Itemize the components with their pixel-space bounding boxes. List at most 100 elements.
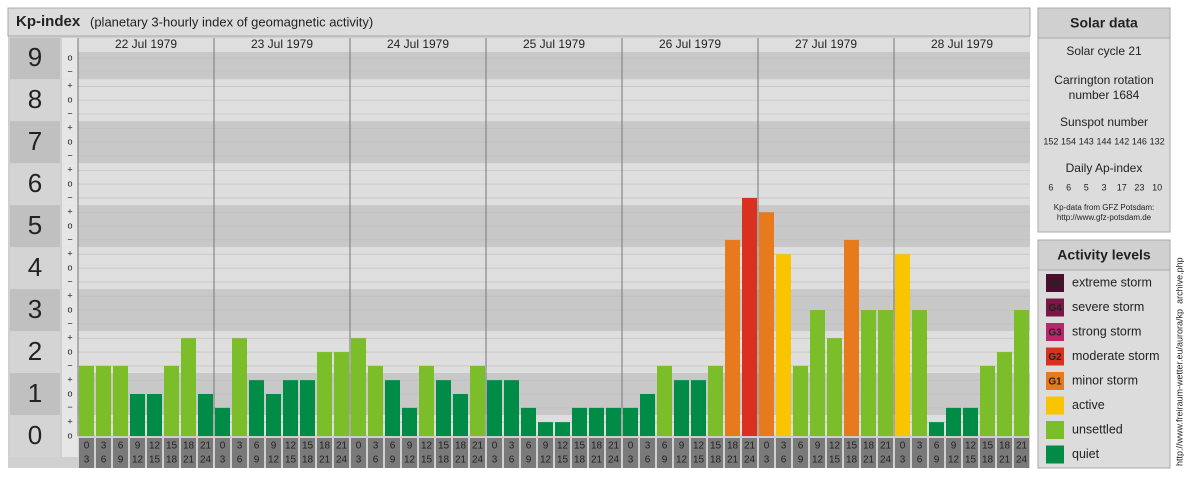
legend-swatch	[1046, 445, 1064, 464]
x-tick-label: 6	[101, 455, 107, 466]
bar	[79, 365, 94, 436]
bar	[232, 338, 247, 436]
bar	[929, 422, 944, 436]
x-tick-label: 3	[900, 455, 906, 466]
x-tick-label: 9	[798, 455, 804, 466]
slot-box	[674, 438, 689, 468]
x-tick-label: 21	[608, 441, 620, 452]
minor-tick-label: −	[67, 360, 72, 370]
bar	[504, 380, 519, 436]
slot-box	[980, 438, 995, 468]
x-tick-label: 18	[438, 455, 450, 466]
carrington: number 1684	[1069, 88, 1140, 102]
slot-box	[113, 438, 128, 468]
x-tick-label: 6	[781, 455, 787, 466]
y-tick-label: 9	[28, 42, 42, 72]
y-tick-label: 1	[28, 378, 42, 408]
x-tick-label: 21	[183, 455, 195, 466]
slot-box	[759, 438, 774, 468]
day-label: 25 Jul 1979	[523, 37, 585, 51]
minor-tick-label: −	[67, 318, 72, 328]
slot-box	[487, 438, 502, 468]
bar	[878, 310, 893, 436]
slot-box	[79, 438, 94, 468]
x-tick-label: 3	[101, 441, 107, 452]
ap-values: 10	[1152, 182, 1162, 192]
x-tick-label: 15	[982, 441, 994, 452]
x-tick-label: 18	[710, 455, 722, 466]
bar	[487, 380, 502, 436]
x-tick-label: 12	[149, 441, 161, 452]
legend-swatch	[1046, 274, 1064, 292]
x-tick-label: 9	[662, 455, 668, 466]
bar	[113, 365, 128, 436]
minor-label-cell	[62, 163, 78, 206]
minor-tick-label: o	[67, 53, 72, 63]
x-tick-label: 15	[438, 441, 450, 452]
x-tick-label: 0	[220, 441, 226, 452]
legend-title: Activity levels	[1057, 247, 1151, 263]
x-tick-label: 24	[472, 455, 484, 466]
bar	[793, 365, 808, 436]
minor-tick-label: +	[67, 291, 72, 301]
x-tick-label: 15	[693, 455, 705, 466]
minor-tick-label: −	[67, 276, 72, 286]
slot-box	[691, 438, 706, 468]
x-tick-label: 18	[455, 441, 467, 452]
slot-box	[623, 438, 638, 468]
slot-box	[725, 438, 740, 468]
side-url: http://www.freiraum-wetter.eu/aurora/kp_…	[1174, 257, 1184, 466]
legend-label: minor storm	[1072, 373, 1138, 387]
x-tick-label: 18	[183, 441, 195, 452]
source-url: http://www.gfz-potsdam.de	[1057, 213, 1152, 222]
x-tick-label: 9	[135, 441, 141, 452]
slot-box	[521, 438, 536, 468]
bar	[402, 407, 417, 436]
bar	[708, 365, 723, 436]
legend-label: severe storm	[1072, 300, 1144, 314]
bar	[844, 239, 859, 436]
x-tick-label: 21	[336, 441, 348, 452]
legend-header	[1037, 239, 1171, 271]
x-tick-label: 21	[1016, 441, 1028, 452]
y-label-cell	[10, 205, 60, 248]
x-tick-label: 6	[798, 441, 804, 452]
bar	[572, 407, 587, 436]
x-tick-label: 18	[727, 441, 739, 452]
x-tick-label: 9	[934, 455, 940, 466]
minor-tick-label: o	[67, 178, 72, 188]
x-tick-label: 18	[319, 441, 331, 452]
x-tick-label: 12	[404, 455, 416, 466]
bar	[215, 407, 230, 436]
y-label-cell	[10, 121, 60, 164]
y-label-cell	[10, 247, 60, 290]
bar	[912, 310, 927, 436]
slot-box	[861, 438, 876, 468]
x-tick-label: 18	[574, 455, 586, 466]
bar	[861, 310, 876, 436]
slot-box	[215, 438, 230, 468]
y-tick-label: 8	[28, 84, 42, 114]
x-tick-label: 0	[628, 441, 634, 452]
x-tick-label: 15	[149, 455, 161, 466]
x-tick-label: 12	[285, 441, 297, 452]
bar	[521, 407, 536, 436]
y-tick-label: 6	[28, 168, 42, 198]
slot-box	[844, 438, 859, 468]
x-tick-label: 3	[220, 455, 226, 466]
bar	[725, 239, 740, 436]
x-tick-label: 6	[509, 455, 515, 466]
legend-badge: G1	[1048, 377, 1062, 388]
minor-tick-label: o	[67, 136, 72, 146]
legend-swatch	[1046, 323, 1064, 341]
solar-header	[1037, 7, 1171, 39]
slot-box	[776, 438, 791, 468]
x-tick-label: 3	[237, 441, 243, 452]
slot-box	[300, 438, 315, 468]
x-tick-label: 21	[999, 455, 1011, 466]
x-tick-label: 21	[591, 455, 603, 466]
bar	[623, 407, 638, 436]
slot-box	[504, 438, 519, 468]
x-tick-label: 18	[863, 441, 875, 452]
x-tick-label: 6	[934, 441, 940, 452]
